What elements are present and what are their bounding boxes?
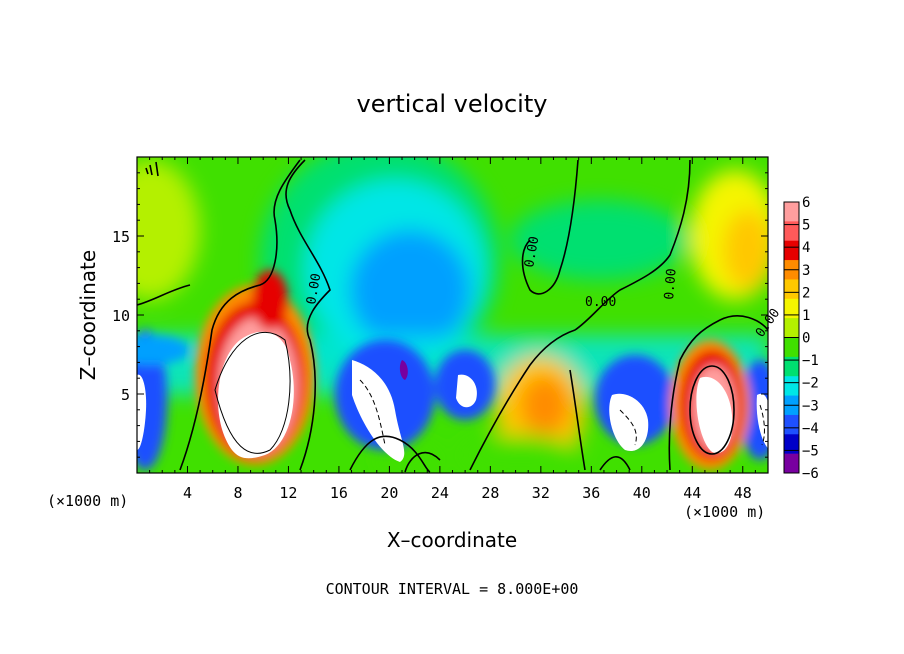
contour-label: 0.00 xyxy=(662,268,680,301)
colorbar-swatch xyxy=(784,414,799,435)
y-tick-label: 15 xyxy=(112,228,130,246)
colorbar-label: 2 xyxy=(802,285,810,301)
colorbar-label: −4 xyxy=(802,421,819,437)
colorbar-label: 0 xyxy=(802,331,810,347)
contour-interval-note: CONTOUR INTERVAL = 8.000E+00 xyxy=(326,580,579,598)
colorbar: 6 5 4 3 2 1 0 −1 −2 −3 −4 −5 −6 xyxy=(783,195,819,482)
x-tick-label: 44 xyxy=(683,484,701,502)
x-axis-label: X–coordinate xyxy=(387,528,517,552)
colorbar-swatch xyxy=(784,279,799,300)
colorbar-label: 6 xyxy=(802,195,810,211)
chart-title: vertical velocity xyxy=(357,90,548,118)
x-axis: 4 8 12 16 20 24 28 32 36 40 44 48 xyxy=(149,157,756,502)
colorbar-swatch xyxy=(784,376,799,397)
colorbar-swatch xyxy=(784,298,799,319)
y-axis: 5 10 15 xyxy=(112,172,768,458)
colorbar-swatch xyxy=(784,221,799,242)
contour-label: 0.00 xyxy=(585,295,616,310)
colorbar-label: 5 xyxy=(802,218,810,234)
x-tick-label: 4 xyxy=(183,484,192,502)
colorbar-label: −1 xyxy=(802,353,819,369)
x-tick-label: 28 xyxy=(481,484,499,502)
x-tick-label: 20 xyxy=(380,484,398,502)
x-tick-label: 16 xyxy=(330,484,348,502)
z-unit-label: (×1000 m) xyxy=(684,503,765,521)
velocity-field xyxy=(137,157,768,473)
x-tick-label: 8 xyxy=(233,484,242,502)
colorbar-label: −2 xyxy=(802,376,819,392)
x-tick-label: 24 xyxy=(431,484,449,502)
colorbar-label: 1 xyxy=(802,308,810,324)
x-tick-label: 12 xyxy=(279,484,297,502)
x-tick-label: 48 xyxy=(734,484,752,502)
colorbar-swatch xyxy=(784,202,799,222)
y-tick-label: 5 xyxy=(121,386,130,404)
x-tick-label: 40 xyxy=(633,484,651,502)
colorbar-label: −5 xyxy=(802,443,819,459)
colorbar-swatch xyxy=(784,434,799,455)
y-axis-label: Z–coordinate xyxy=(76,250,100,380)
contour-label: 0.00 xyxy=(522,235,542,268)
colorbar-swatch xyxy=(784,337,799,358)
y-tick-label: 10 xyxy=(112,307,130,325)
colorbar-label: −3 xyxy=(802,398,819,414)
contour-label: 0.00 xyxy=(304,272,324,305)
colorbar-swatch xyxy=(784,453,799,474)
colorbar-label: 3 xyxy=(802,263,810,279)
colorbar-label: 4 xyxy=(802,240,810,256)
colorbar-swatch xyxy=(784,318,799,338)
colorbar-swatch xyxy=(784,240,799,261)
colorbar-label: −6 xyxy=(802,466,819,482)
x-tick-label: 36 xyxy=(582,484,600,502)
x-tick-label: 32 xyxy=(532,484,550,502)
colorbar-swatch xyxy=(784,356,799,377)
x-unit-label: (×1000 m) xyxy=(47,492,128,510)
